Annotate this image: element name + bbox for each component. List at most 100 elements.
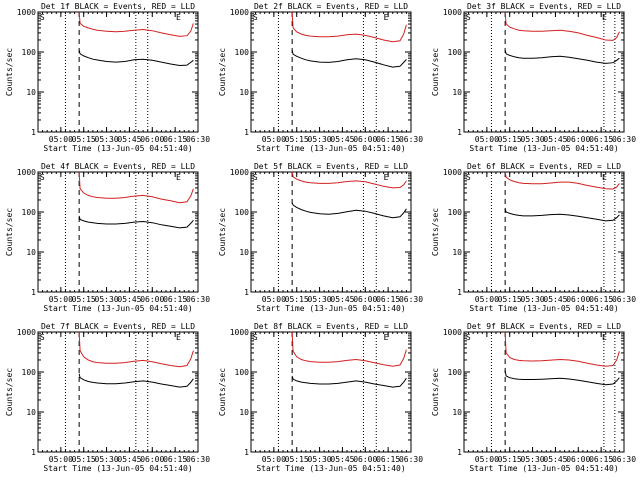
plot-frame (463, 11, 625, 133)
y-tick-label: 10 (26, 408, 36, 417)
y-axis-label: Counts/sec (431, 48, 440, 96)
x-axis-label: Start Time (13-Jun-05 04:51:40) (469, 304, 618, 313)
y-tick-label: 1000 (17, 328, 36, 337)
x-tick-label: 05:30 (521, 295, 545, 304)
x-tick-label: 05:00 (475, 135, 499, 144)
events-series-line (78, 215, 194, 229)
lld-series-line (78, 171, 194, 204)
panel-title: Det 5f BLACK = Events, RED = LLD (254, 162, 408, 171)
x-tick-label: 06:00 (566, 455, 590, 464)
x-tick-label: 06:00 (140, 135, 164, 144)
x-tick-label: 06:15 (589, 455, 613, 464)
x-tick-label: 06:00 (353, 135, 377, 144)
start-marker-label: S (40, 173, 45, 182)
x-tick-label: 06:30 (399, 135, 423, 144)
x-tick-label: 06:00 (353, 455, 377, 464)
end-marker-label: E (384, 173, 389, 182)
x-axis-label: Start Time (13-Jun-05 04:51:40) (256, 464, 405, 473)
events-series-line (291, 375, 407, 388)
x-axis-label: Start Time (13-Jun-05 04:51:40) (256, 144, 405, 153)
x-tick-label: 05:00 (262, 455, 286, 464)
panel-title: Det 7f BLACK = Events, RED = LLD (41, 322, 195, 331)
x-tick-label: 06:15 (376, 295, 400, 304)
x-tick-label: 06:30 (612, 455, 636, 464)
x-tick-label: 05:00 (49, 135, 73, 144)
x-tick-label: 05:15 (72, 135, 96, 144)
end-marker-label: E (602, 333, 607, 342)
x-tick-label: 05:00 (475, 455, 499, 464)
y-tick-label: 100 (448, 368, 463, 377)
x-tick-label: 05:00 (475, 295, 499, 304)
events-series-line (78, 373, 194, 388)
events-series-line (504, 208, 620, 222)
x-tick-label: 06:30 (612, 135, 636, 144)
y-axis-label: Counts/sec (218, 368, 227, 416)
panel-title: Det 6f BLACK = Events, RED = LLD (467, 162, 621, 171)
x-tick-label: 06:15 (163, 455, 187, 464)
y-tick-label: 1000 (443, 8, 462, 17)
lld-series-line (291, 171, 407, 189)
y-tick-label: 10 (239, 408, 249, 417)
y-tick-label: 100 (235, 48, 250, 57)
y-tick-label: 1000 (17, 168, 36, 177)
x-tick-label: 06:30 (186, 295, 210, 304)
plot-frame (463, 331, 625, 453)
y-tick-label: 1000 (17, 8, 36, 17)
plot-frame (37, 11, 199, 133)
panel-det-8: Det 8f BLACK = Events, RED = LLD 1 10 100 10… (218, 322, 423, 473)
x-tick-label: 05:30 (308, 455, 332, 464)
plot-frame (250, 11, 412, 133)
x-tick-label: 06:00 (140, 295, 164, 304)
y-tick-label: 100 (448, 208, 463, 217)
panel-det-4: Det 4f BLACK = Events, RED = LLD 1 10 100 10… (5, 162, 210, 313)
end-marker-label: E (602, 173, 607, 182)
x-tick-label: 05:00 (262, 135, 286, 144)
x-tick-label: 06:15 (589, 295, 613, 304)
y-tick-label: 1 (457, 128, 462, 137)
lld-series-line (78, 11, 194, 37)
y-tick-label: 1 (244, 128, 249, 137)
y-tick-label: 10 (452, 88, 462, 97)
x-tick-label: 05:00 (49, 455, 73, 464)
y-tick-label: 10 (239, 88, 249, 97)
x-tick-label: 06:15 (376, 455, 400, 464)
y-tick-label: 100 (448, 48, 463, 57)
x-tick-label: 05:15 (72, 455, 96, 464)
y-tick-label: 10 (26, 88, 36, 97)
panel-det-5: Det 5f BLACK = Events, RED = LLD 1 10 100 10… (218, 162, 423, 313)
plot-frame (37, 171, 199, 293)
events-series-line (78, 50, 194, 67)
start-marker-label: S (40, 333, 45, 342)
x-tick-label: 06:30 (612, 295, 636, 304)
y-axis-label: Counts/sec (431, 208, 440, 256)
plot-frame (250, 331, 412, 453)
events-series-line (504, 50, 620, 64)
panel-title: Det 1f BLACK = Events, RED = LLD (41, 2, 195, 11)
start-marker-label: S (466, 13, 471, 22)
y-tick-label: 1 (244, 288, 249, 297)
lld-series-line (291, 331, 407, 367)
x-tick-label: 06:00 (566, 135, 590, 144)
y-tick-label: 100 (22, 48, 37, 57)
y-axis-label: Counts/sec (431, 368, 440, 416)
panel-title: Det 8f BLACK = Events, RED = LLD (254, 322, 408, 331)
x-tick-label: 06:15 (163, 295, 187, 304)
y-axis-label: Counts/sec (218, 48, 227, 96)
x-tick-label: 05:15 (498, 135, 522, 144)
events-series-line (504, 370, 620, 386)
y-tick-label: 100 (22, 368, 37, 377)
y-axis-label: Counts/sec (5, 368, 14, 416)
y-tick-label: 1000 (230, 168, 249, 177)
panel-title: Det 3f BLACK = Events, RED = LLD (467, 2, 621, 11)
x-tick-label: 06:15 (376, 135, 400, 144)
plot-frame (37, 331, 199, 453)
x-tick-label: 05:30 (521, 455, 545, 464)
x-tick-label: 05:15 (498, 455, 522, 464)
panel-det-1: Det 1f BLACK = Events, RED = LLD 1 10 100 10… (5, 2, 210, 153)
end-marker-label: E (176, 173, 181, 182)
panel-title: Det 9f BLACK = Events, RED = LLD (467, 322, 621, 331)
x-tick-label: 05:30 (95, 135, 119, 144)
y-tick-label: 10 (26, 248, 36, 257)
panel-title: Det 2f BLACK = Events, RED = LLD (254, 2, 408, 11)
x-tick-label: 06:30 (186, 455, 210, 464)
